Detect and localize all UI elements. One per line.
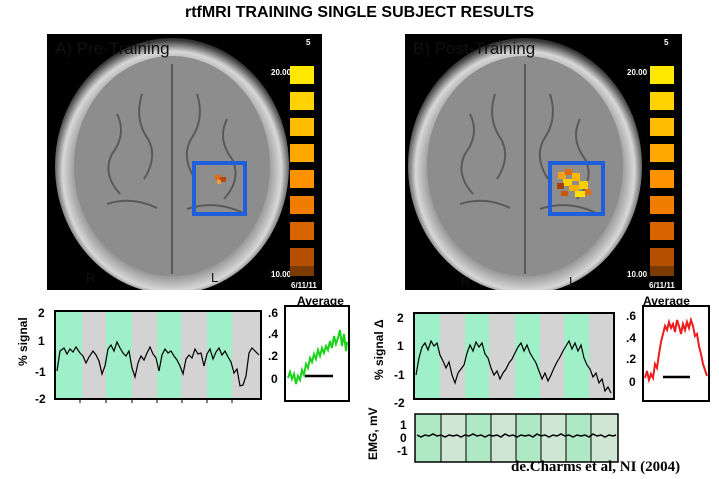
post-color-scale-bar bbox=[650, 66, 674, 276]
post-average-ytick-0: 0 bbox=[629, 375, 636, 389]
pre-scale-bottom-value: 10.00 bbox=[271, 270, 292, 279]
emg-trace-plot bbox=[414, 413, 619, 463]
left-plot-y-axis-label: % signal bbox=[16, 317, 30, 366]
post-average-ytick-04: .4 bbox=[626, 331, 637, 345]
right-plot-ytick-neg1: -1 bbox=[394, 368, 405, 382]
left-plot-ytick-neg2: -2 bbox=[35, 392, 46, 406]
post-training-brain-scan bbox=[408, 38, 642, 290]
pre-training-average-plot bbox=[284, 305, 350, 402]
post-scale-bottom-value: 10.00 bbox=[627, 270, 648, 279]
emg-y-axis-label: EMG, mV bbox=[366, 407, 380, 460]
post-training-panel: B) Post-Training 5 20.00 10.00 6/11/11 R… bbox=[405, 34, 682, 290]
pre-average-ytick-06: .6 bbox=[268, 306, 279, 320]
post-activation-blob bbox=[557, 169, 591, 197]
post-date: 6/11/11 bbox=[649, 281, 675, 290]
pre-corner-number: 5 bbox=[306, 38, 311, 47]
post-average-label: Average bbox=[643, 294, 690, 308]
post-roi-box bbox=[548, 161, 605, 216]
pre-average-ytick-02: .2 bbox=[268, 349, 279, 363]
pre-training-timecourse-plot bbox=[54, 310, 262, 400]
post-training-timecourse-plot bbox=[413, 312, 615, 400]
pre-average-ytick-0: 0 bbox=[271, 372, 278, 386]
left-plot-ytick-1: 1 bbox=[38, 334, 45, 348]
post-right-hemisphere-label: R bbox=[461, 274, 471, 289]
post-corner-number: 5 bbox=[664, 38, 669, 47]
right-plot-y-axis-label: % signal Δ bbox=[372, 319, 386, 380]
citation: de.Charms et al, NI (2004) bbox=[511, 459, 681, 475]
pre-right-hemisphere-label: R bbox=[86, 270, 96, 285]
pre-roi-box bbox=[192, 161, 247, 216]
left-plot-ytick-neg1: -1 bbox=[35, 365, 46, 379]
pre-average-ytick-04: .4 bbox=[268, 327, 279, 341]
right-plot-ytick-neg2: -2 bbox=[394, 396, 405, 410]
pre-training-brain-scan bbox=[55, 38, 289, 290]
right-plot-ytick-1: 1 bbox=[397, 339, 404, 353]
emg-ytick-neg1: -1 bbox=[397, 444, 408, 458]
figure-title: rtfMRI TRAINING SINGLE SUBJECT RESULTS bbox=[184, 4, 535, 21]
post-average-ytick-02: .2 bbox=[626, 352, 637, 366]
post-average-ytick-06: .6 bbox=[626, 309, 637, 323]
pre-training-panel: A) Pre-Training 5 20.00 10.00 6/11/11 R … bbox=[47, 34, 322, 290]
emg-ytick-1: 1 bbox=[400, 418, 407, 432]
pre-activation-blob bbox=[215, 175, 226, 184]
post-scale-top-value: 20.00 bbox=[627, 68, 648, 77]
post-training-label: B) Post-Training bbox=[413, 39, 536, 58]
right-plot-ytick-2: 2 bbox=[397, 311, 404, 325]
pre-training-x-ticks bbox=[79, 399, 233, 403]
pre-scale-top-value: 20.00 bbox=[271, 68, 292, 77]
pre-date: 6/11/11 bbox=[291, 281, 317, 290]
pre-color-scale-bar bbox=[290, 66, 314, 276]
pre-average-label: Average bbox=[297, 294, 344, 308]
pre-training-label: A) Pre-Training bbox=[55, 39, 170, 58]
left-plot-ytick-2: 2 bbox=[38, 306, 45, 320]
post-training-average-plot bbox=[642, 305, 710, 402]
pre-left-hemisphere-label: L bbox=[211, 270, 219, 285]
post-left-hemisphere-label: L bbox=[569, 274, 577, 289]
emg-ytick-0: 0 bbox=[400, 431, 407, 445]
